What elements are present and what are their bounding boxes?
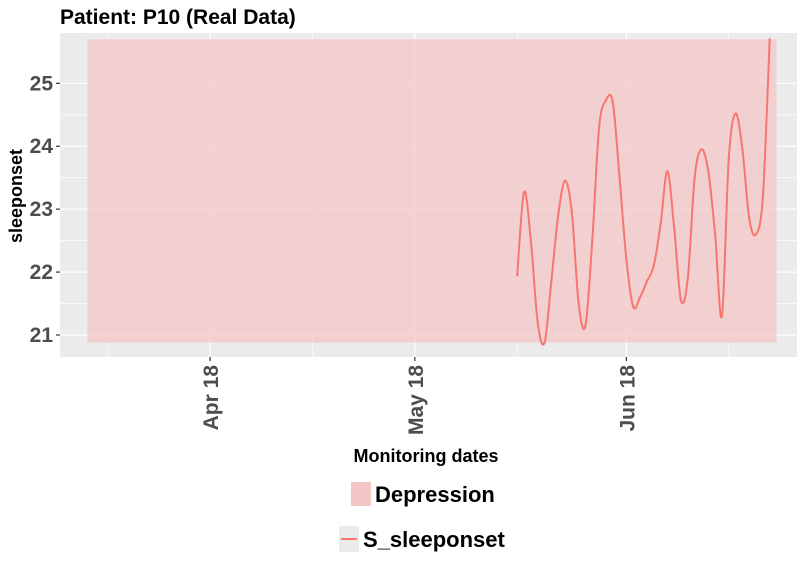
data-point [618, 176, 620, 178]
data-point [748, 217, 750, 219]
data-point [536, 321, 538, 323]
legend-key-depression [351, 482, 371, 506]
region-layer [87, 39, 776, 342]
data-point [666, 170, 668, 172]
chart-title: Patient: P10 (Real Data) [60, 6, 296, 29]
data-point [646, 280, 648, 282]
data-point [523, 191, 525, 193]
x-axis-label: Monitoring dates [354, 446, 499, 466]
data-point [632, 305, 634, 307]
y-tick-label: 25 [30, 72, 54, 95]
data-point [639, 296, 641, 298]
data-point [769, 38, 771, 40]
data-point [700, 148, 702, 150]
data-point [530, 239, 532, 241]
data-point [571, 211, 573, 213]
data-point [605, 99, 607, 101]
data-point [550, 280, 552, 282]
data-point [598, 126, 600, 128]
data-point [714, 233, 716, 235]
data-point [584, 324, 586, 326]
data-point [755, 233, 757, 235]
data-point [612, 101, 614, 103]
legend: Depression S_sleeponset [339, 482, 506, 552]
y-axis-label: sleeponset [6, 149, 26, 243]
y-tick-label: 22 [30, 261, 53, 284]
data-point [652, 265, 654, 267]
legend-label-sleeponset: S_sleeponset [363, 527, 506, 552]
region-depression [87, 39, 776, 342]
data-point [741, 148, 743, 150]
y-tick-label: 24 [30, 135, 54, 158]
data-point [564, 180, 566, 182]
x-tick-label: May 18 [405, 365, 428, 435]
data-point [543, 341, 545, 343]
x-tick-label: Jun 18 [616, 365, 639, 432]
data-point [680, 299, 682, 301]
data-point [625, 258, 627, 260]
data-point [659, 224, 661, 226]
data-point [687, 277, 689, 279]
data-point [516, 274, 518, 276]
data-point [707, 170, 709, 172]
data-point [591, 239, 593, 241]
data-point [734, 112, 736, 114]
data-point [728, 158, 730, 160]
data-point [673, 227, 675, 229]
data-point [762, 195, 764, 197]
data-point [577, 302, 579, 304]
y-tick-label: 21 [30, 324, 54, 347]
legend-label-depression: Depression [375, 482, 495, 507]
data-point [721, 315, 723, 317]
data-point [693, 176, 695, 178]
x-tick-label: Apr 18 [200, 365, 223, 431]
data-point [557, 214, 559, 216]
y-tick-label: 23 [30, 198, 53, 221]
